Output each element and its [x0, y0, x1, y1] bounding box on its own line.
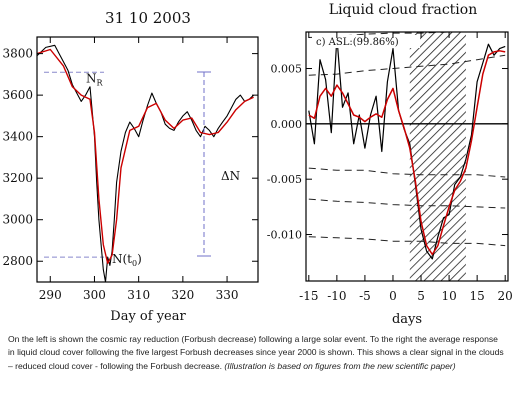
reference-label-1: N(t0) — [112, 252, 142, 268]
left-plot-frame — [36, 36, 259, 283]
right-x-tick-label-0: -15 — [299, 289, 318, 303]
left-y-tick-label-0: 2800 — [2, 254, 33, 268]
left-chart-title: 31 10 2003 — [105, 9, 191, 27]
right-y-tick-label-0: 0.005 — [271, 63, 303, 76]
left-reference-lines: NR N(t0) — [44, 71, 142, 268]
confidence-band-2 — [308, 167, 506, 178]
left-y-tick-label-5: 3800 — [2, 47, 33, 61]
left-y-tick-label-3: 3400 — [2, 130, 33, 144]
left-x-tick-label-0: 290 — [39, 288, 62, 302]
delta-n-marker: ΔN — [197, 71, 240, 257]
confidence-band-1 — [308, 32, 506, 38]
annotation-bg — [312, 35, 420, 48]
reference-label-sub-0: R — [97, 78, 104, 87]
confidence-band-0 — [308, 54, 506, 76]
left-y-tick-label-2: 3200 — [2, 171, 33, 185]
left-chart: 31 10 2003 NR N(t0) 290 300 310 320 330 2800 30… — [2, 9, 259, 324]
figure-caption: On the left is shown the cosmic ray redu… — [8, 333, 506, 373]
delta-n-label: ΔN — [221, 169, 240, 183]
significance-annotation: c) ASL:(99.86%) — [316, 37, 399, 48]
caption-source-note: (Illustration is based on figures from t… — [224, 360, 456, 371]
right-x-tick-label-5: 10 — [441, 289, 456, 303]
confidence-band-3 — [308, 198, 506, 209]
figure-canvas: 31 10 2003 NR N(t0) 290 300 310 320 330 2800 30… — [2, 2, 512, 327]
reference-label-sub-1: 0 — [132, 259, 137, 268]
left-y-tick-label-4: 3600 — [2, 88, 33, 102]
right-x-tick-label-6: 15 — [469, 289, 484, 303]
right-x-tick-label-7: 20 — [498, 289, 512, 303]
right-series-line-1 — [308, 50, 506, 256]
left-x-axis-label: Day of year — [110, 309, 186, 324]
shaded-region — [409, 32, 466, 281]
right-x-tick-label-2: -5 — [359, 289, 371, 303]
confidence-band-4 — [308, 236, 506, 247]
left-x-tick-label-1: 300 — [83, 288, 106, 302]
reference-label-0: NR — [86, 71, 104, 87]
right-x-tick-label-3: 0 — [389, 289, 397, 303]
right-series-group — [308, 36, 506, 260]
caption-text: On the left is shown the cosmic ray redu… — [8, 334, 504, 371]
right-axis-ticks: -15 -10 -5 0 5 10 15 20 0.005 0.000 -0.005 -0.010 — [267, 32, 512, 303]
right-chart-title: Liquid cloud fraction — [329, 2, 477, 18]
left-series-group — [37, 44, 254, 282]
right-chart: Liquid cloud fraction c) ASL:(99.86%) -1… — [267, 2, 512, 327]
left-series-line-1 — [37, 48, 254, 264]
right-series-line-0 — [308, 36, 506, 260]
right-y-tick-label-1: 0.000 — [271, 118, 303, 131]
right-y-tick-label-3: -0.010 — [267, 229, 302, 242]
left-x-tick-label-4: 330 — [216, 288, 239, 302]
right-x-tick-label-1: -10 — [327, 289, 346, 303]
left-x-tick-label-2: 310 — [127, 288, 150, 302]
left-axis-ticks: 290 300 310 320 330 2800 3000 3200 3400 3600 3800 — [2, 37, 258, 302]
left-y-tick-label-1: 3000 — [2, 213, 33, 227]
reference-label-tail-1: ) — [137, 252, 142, 266]
confidence-bands — [308, 32, 506, 247]
left-x-tick-label-3: 320 — [171, 288, 194, 302]
right-x-axis-label: days — [392, 312, 422, 327]
right-x-tick-label-4: 5 — [417, 289, 425, 303]
right-y-tick-label-2: -0.005 — [267, 173, 302, 186]
right-plot-frame — [305, 31, 509, 282]
